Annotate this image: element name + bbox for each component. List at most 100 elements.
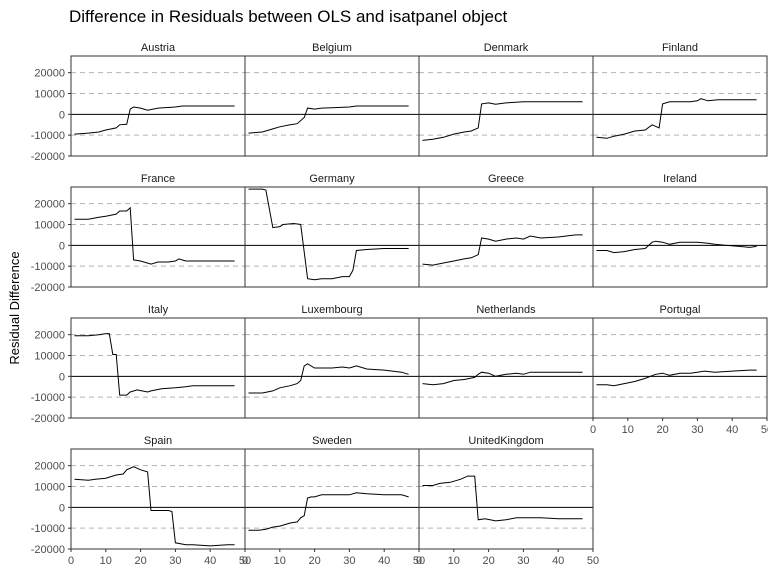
panel-spain: Spain -20000 -10000 0 10000 20000 0 10 20 30 40 50 (31, 435, 251, 567)
panel-luxembourg: Luxembourg (244, 304, 420, 419)
panel-label: Sweden (312, 435, 352, 447)
x-tick-label: 10 (100, 555, 112, 567)
x-tick-label: 30 (517, 555, 529, 567)
series-line-spain (74, 466, 235, 547)
chart-title: Difference in Residuals between OLS and … (69, 7, 507, 26)
panel-border (244, 186, 420, 288)
x-tick-label: 30 (691, 424, 703, 436)
y-tick-label: -10000 (31, 130, 65, 142)
y-tick-label: -10000 (31, 392, 65, 404)
panel-label: Finland (662, 42, 698, 54)
x-tick-label: 40 (552, 555, 564, 567)
series-line-ireland (596, 240, 757, 254)
x-tick-label: 10 (274, 555, 286, 567)
panel-border (592, 317, 768, 419)
panel-sweden: Sweden 0 10 20 30 40 50 (242, 435, 425, 567)
y-tick-label: 0 (59, 240, 65, 252)
panel-label: Belgium (312, 42, 352, 54)
y-tick-label: -20000 (31, 282, 65, 294)
panel-label: Ireland (663, 173, 697, 185)
y-tick-label: -10000 (31, 261, 65, 273)
series-line-italy (74, 333, 235, 396)
x-tick-label: 10 (448, 555, 460, 567)
panel-finland: Finland (592, 42, 768, 157)
y-tick-label: 0 (59, 371, 65, 383)
x-tick-label: 50 (413, 555, 425, 567)
x-tick-label: 0 (68, 555, 74, 567)
y-tick-label: 20000 (34, 68, 65, 80)
panel-border (70, 186, 246, 288)
panel-border (70, 448, 246, 550)
x-tick-label: 20 (482, 555, 494, 567)
panel-unitedkingdom: UnitedKingdom 0 10 20 30 40 50 (416, 435, 599, 567)
panel-border (592, 55, 768, 157)
panel-border (418, 186, 594, 288)
panel-border (418, 448, 594, 550)
panel-border (418, 55, 594, 157)
x-tick-label: 30 (169, 555, 181, 567)
x-tick-label: 40 (726, 424, 738, 436)
series-line-luxembourg (248, 363, 409, 394)
panel-label: Germany (309, 173, 355, 185)
series-line-france (74, 206, 235, 265)
x-tick-label: 20 (308, 555, 320, 567)
x-tick-label: 0 (590, 424, 596, 436)
series-line-belgium (248, 105, 409, 134)
x-tick-label: 30 (343, 555, 355, 567)
series-line-portugal (596, 369, 757, 387)
y-axis-label: Residual Difference (7, 251, 22, 364)
y-tick-label: -20000 (31, 544, 65, 556)
series-line-denmark (422, 101, 583, 141)
panel-border (592, 186, 768, 288)
panel-germany: Germany (244, 173, 420, 288)
x-tick-label: 40 (204, 555, 216, 567)
y-tick-label: -10000 (31, 523, 65, 535)
panel-label: France (141, 173, 175, 185)
y-tick-label: 20000 (34, 461, 65, 473)
x-tick-label: 0 (416, 555, 422, 567)
y-tick-label: 10000 (34, 482, 65, 494)
panel-border (418, 317, 594, 419)
panel-portugal: Portugal 0 10 20 30 40 50 (590, 304, 768, 436)
panel-label: Italy (148, 304, 169, 316)
series-line-netherlands (422, 371, 583, 386)
x-tick-label: 50 (239, 555, 251, 567)
series-line-unitedkingdom (422, 475, 583, 522)
y-tick-label: 10000 (34, 89, 65, 101)
panel-netherlands: Netherlands (418, 304, 594, 419)
panel-label: Greece (488, 173, 524, 185)
panel-italy: Italy -20000 -10000 0 10000 20000 (31, 304, 246, 425)
y-tick-label: 20000 (34, 330, 65, 342)
x-tick-label: 20 (134, 555, 146, 567)
panel-border (244, 448, 420, 550)
y-tick-label: 20000 (34, 199, 65, 211)
panel-austria: Austria -20000 -10000 0 10000 20000 (31, 42, 246, 163)
series-line-germany (248, 188, 409, 281)
panel-greece: Greece (418, 173, 594, 288)
panel-ireland: Ireland (592, 173, 768, 288)
x-tick-label: 50 (587, 555, 599, 567)
panel-label: Denmark (484, 42, 529, 54)
x-tick-label: 10 (622, 424, 634, 436)
panel-france: France -20000 -10000 0 10000 20000 (31, 173, 246, 294)
x-tick-label: 0 (242, 555, 248, 567)
y-tick-label: 10000 (34, 220, 65, 232)
panel-belgium: Belgium (244, 42, 420, 157)
panel-label: Netherlands (476, 304, 536, 316)
series-line-austria (74, 105, 235, 135)
panel-label: Spain (144, 435, 172, 447)
panel-label: Luxembourg (301, 304, 362, 316)
series-line-sweden (248, 492, 409, 531)
panel-label: Portugal (660, 304, 701, 316)
y-tick-label: 10000 (34, 351, 65, 363)
y-tick-label: 0 (59, 502, 65, 514)
y-tick-label: -20000 (31, 151, 65, 163)
panel-label: UnitedKingdom (468, 435, 543, 447)
y-tick-label: 0 (59, 109, 65, 121)
panel-denmark: Denmark (418, 42, 594, 157)
y-tick-label: -20000 (31, 413, 65, 425)
series-line-finland (596, 98, 757, 139)
panel-border (70, 317, 246, 419)
